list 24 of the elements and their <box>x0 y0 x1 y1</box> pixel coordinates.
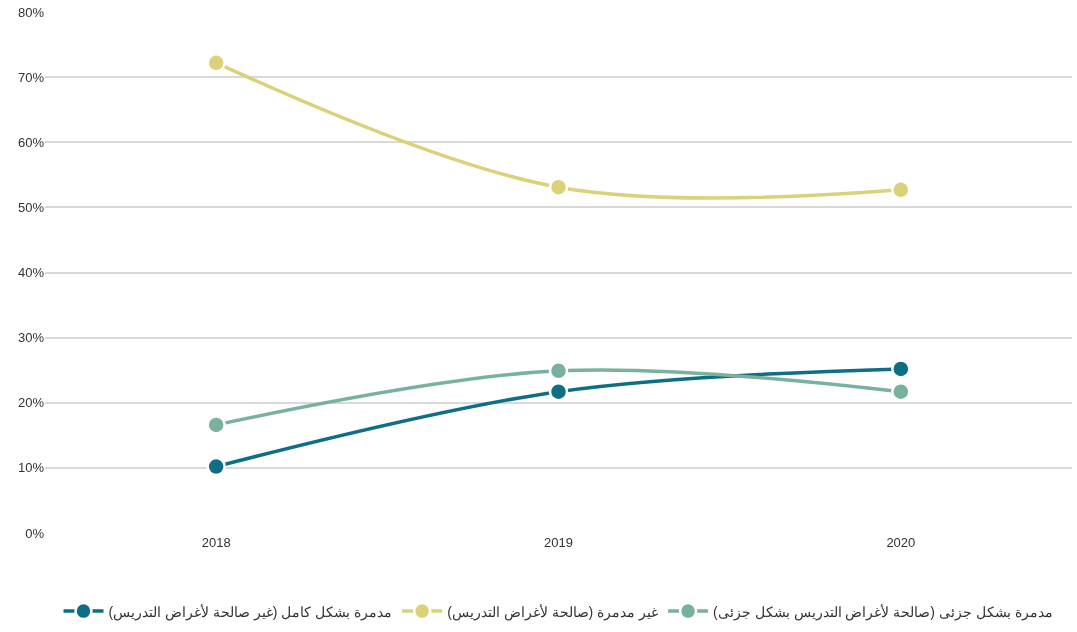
point <box>891 359 911 379</box>
legend-label: مدمرة بشكل جزئى (صالحة لأغراض التدريس بشكل جزئى) <box>713 602 1053 621</box>
point <box>548 381 569 402</box>
y-tick-label: 40% <box>17 265 45 281</box>
y-tick-label: 30% <box>17 330 45 346</box>
x-tick-label: 2019 <box>544 535 573 550</box>
y-tick-label: 10% <box>17 460 45 476</box>
y-tick-label: 70% <box>17 69 45 85</box>
point <box>206 53 226 73</box>
y-tick-label: 60% <box>17 134 45 150</box>
legend-label: غير مدمرة (صالحة لأغراض التدريس) <box>447 602 659 621</box>
x-tick-label: 2020 <box>886 535 916 550</box>
y-tick-label: 80% <box>17 4 45 20</box>
point <box>891 180 911 200</box>
point <box>206 456 226 477</box>
y-tick-label: 50% <box>17 199 45 215</box>
point <box>891 381 911 402</box>
y-tick-label: 0% <box>25 525 45 541</box>
point <box>548 177 569 197</box>
y-tick-label: 20% <box>17 395 45 411</box>
point <box>206 415 226 435</box>
point <box>548 361 569 381</box>
legend-label: مدمرة بشكل كامل (غير صالحة لأغراض التدريس) <box>108 602 393 621</box>
x-tick-label: 2018 <box>201 535 231 550</box>
